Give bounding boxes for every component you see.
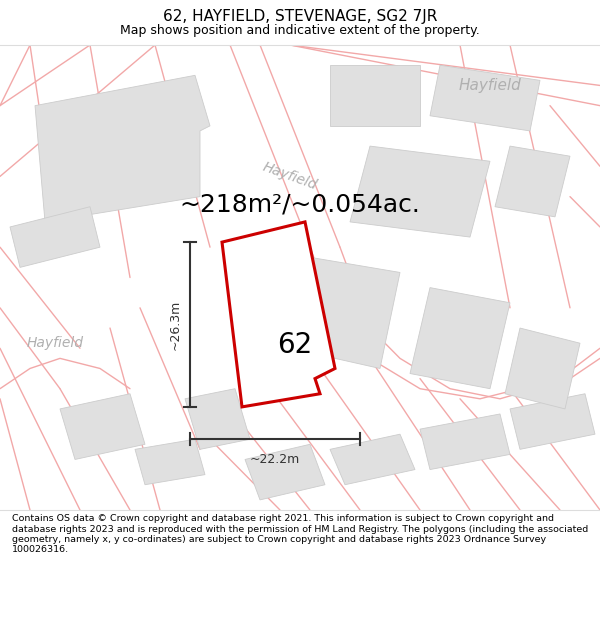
Polygon shape (10, 207, 100, 268)
Polygon shape (350, 146, 490, 237)
Text: Hayfield: Hayfield (261, 160, 319, 192)
Polygon shape (505, 328, 580, 409)
Polygon shape (185, 389, 250, 449)
Polygon shape (35, 76, 210, 222)
Text: Contains OS data © Crown copyright and database right 2021. This information is : Contains OS data © Crown copyright and d… (12, 514, 588, 554)
Polygon shape (330, 434, 415, 485)
Polygon shape (410, 288, 510, 389)
Text: 62: 62 (277, 331, 313, 359)
Polygon shape (420, 414, 510, 469)
Polygon shape (135, 439, 205, 485)
Polygon shape (60, 394, 145, 459)
Polygon shape (510, 394, 595, 449)
Polygon shape (245, 444, 325, 500)
Polygon shape (495, 146, 570, 217)
Text: Map shows position and indicative extent of the property.: Map shows position and indicative extent… (120, 24, 480, 37)
Text: Hayfield: Hayfield (26, 336, 83, 350)
Polygon shape (430, 65, 540, 131)
Text: Hayfield: Hayfield (458, 78, 521, 93)
Polygon shape (330, 65, 420, 126)
Text: ~218m²/~0.054ac.: ~218m²/~0.054ac. (179, 192, 421, 217)
Polygon shape (290, 258, 400, 369)
Text: ~22.2m: ~22.2m (250, 453, 300, 466)
Text: 62, HAYFIELD, STEVENAGE, SG2 7JR: 62, HAYFIELD, STEVENAGE, SG2 7JR (163, 9, 437, 24)
Text: ~26.3m: ~26.3m (169, 299, 182, 349)
Polygon shape (222, 222, 335, 407)
